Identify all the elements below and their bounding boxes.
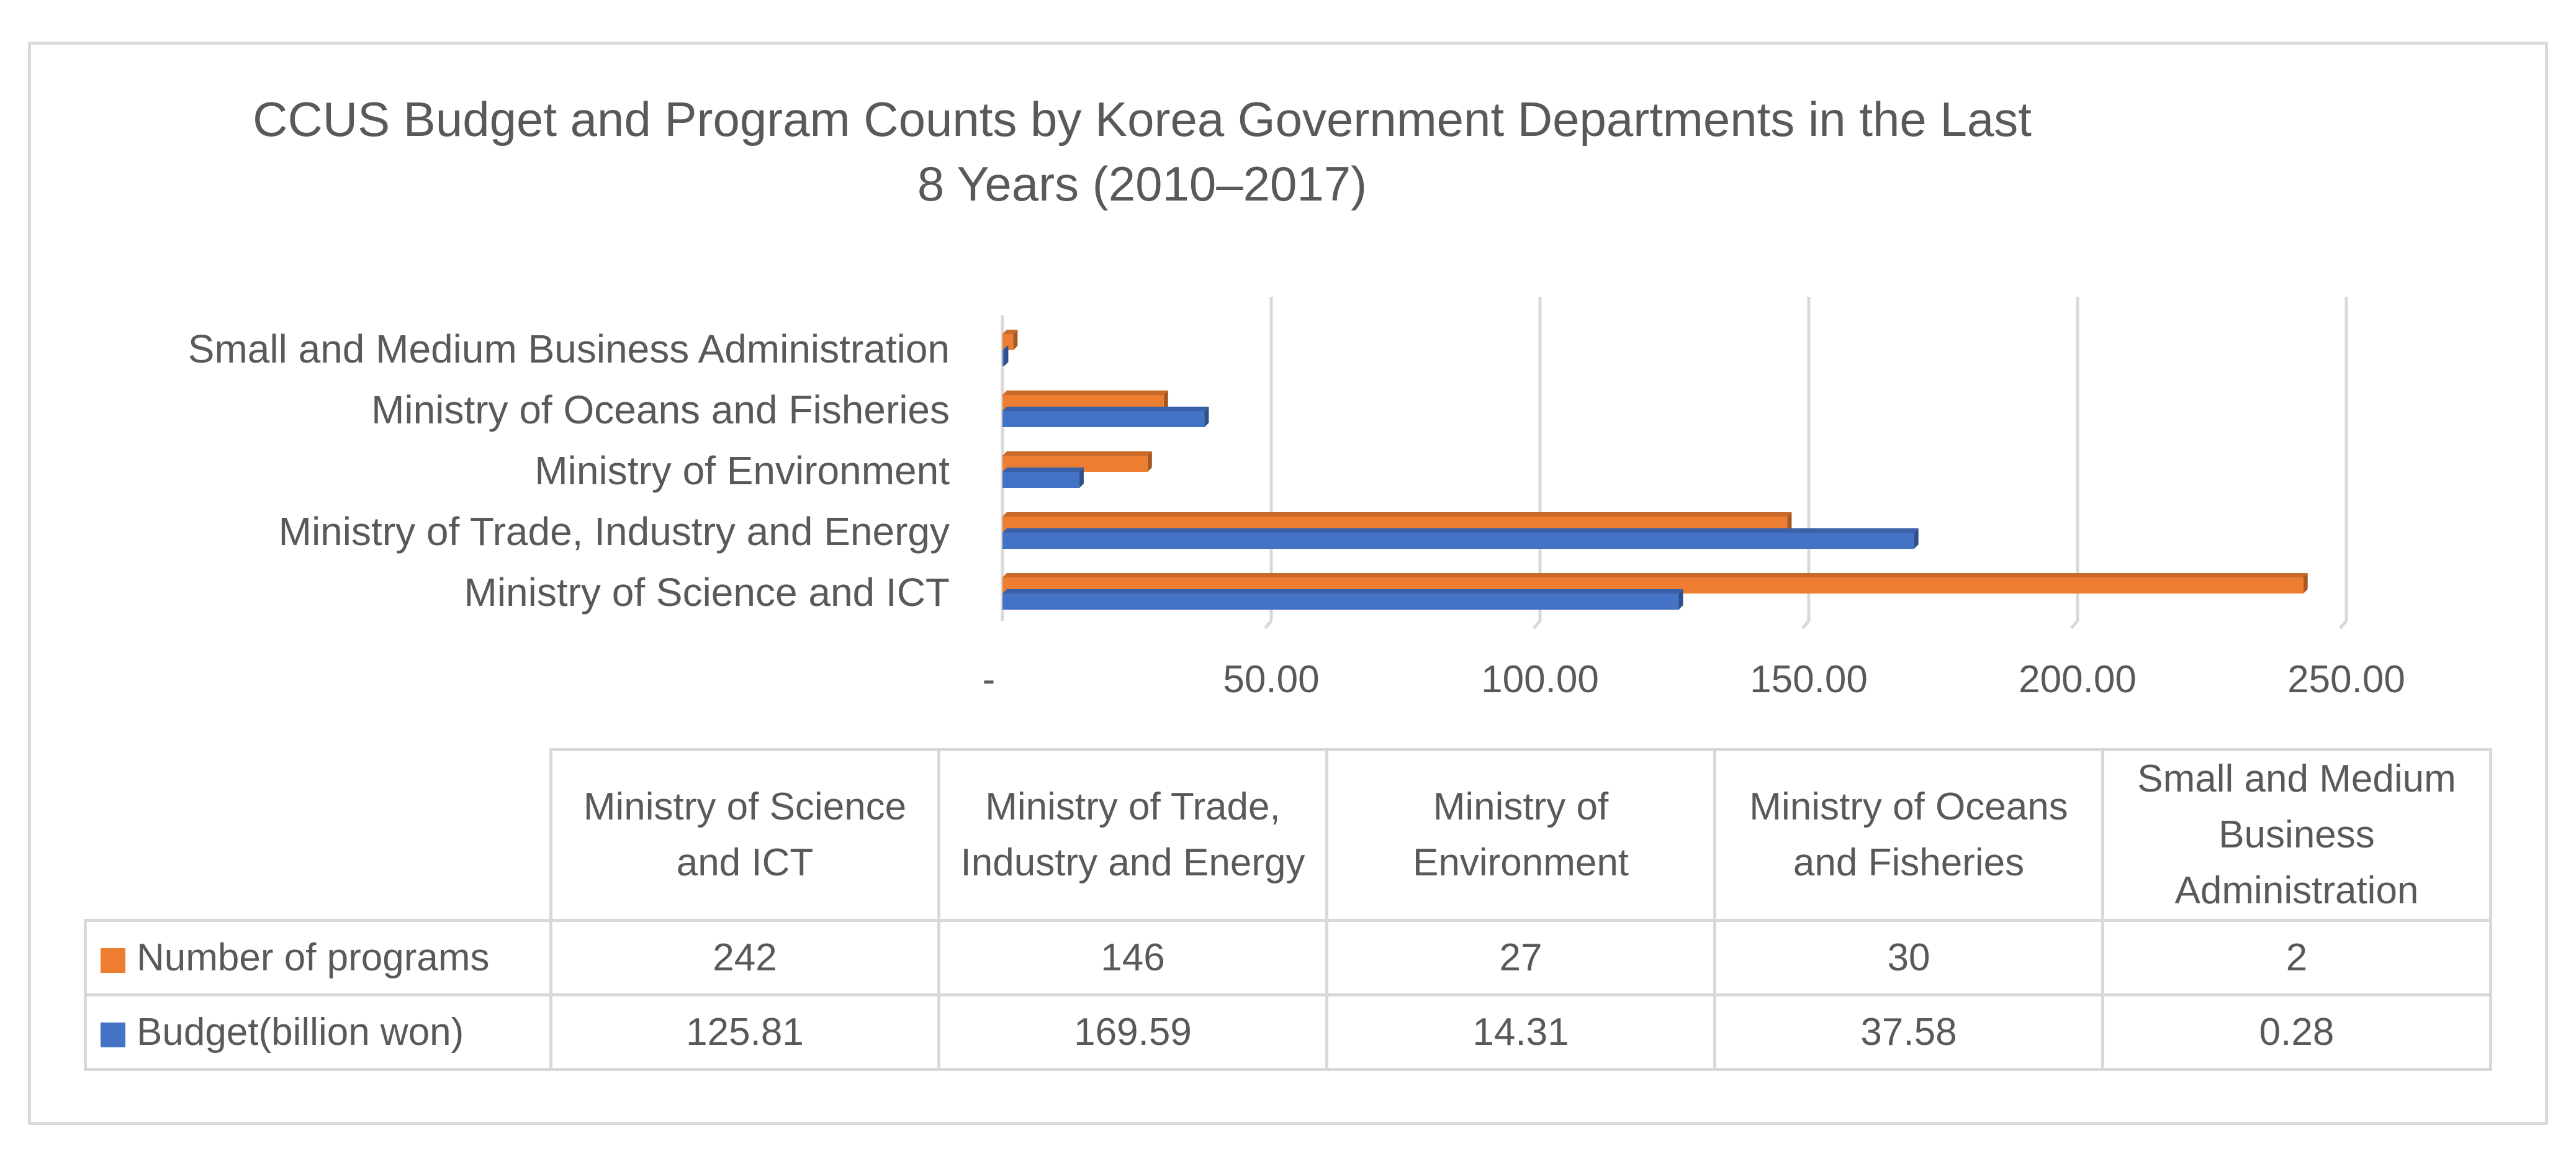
bar (1002, 411, 1205, 427)
category-label: Ministry of Oceans and Fisheries (371, 387, 950, 432)
bar-top (1002, 589, 1683, 594)
table-cell: 0.28 (2101, 993, 2492, 1071)
bar-top (1002, 512, 1792, 517)
bar-top (1002, 573, 2308, 577)
table-cell: 2 (2101, 919, 2492, 996)
chart-title: CCUS Budget and Program Counts by Korea … (253, 92, 2032, 211)
table-cell: 146 (937, 919, 1328, 996)
bar-side (1013, 330, 1018, 350)
bar-top (1002, 467, 1084, 472)
legend-entry-programs: Number of programs (84, 919, 552, 996)
bar-plot: - 50.00 100.00 150.00 200.00 250.00 Ministry o… (188, 297, 2405, 701)
bar-side (2303, 573, 2308, 594)
bar-side (1787, 512, 1792, 533)
table-cell: 27 (1325, 919, 1716, 996)
bar-top (1002, 330, 1018, 334)
bar-side (1147, 451, 1152, 472)
table-cell: 30 (1713, 919, 2104, 996)
bar (1002, 533, 1914, 549)
x-tick-label: - (983, 658, 996, 701)
table-row-programs: Number of programs 242 146 27 30 2 (84, 919, 2492, 996)
table-corner (85, 749, 552, 922)
table-header-cell: Ministry of Trade, Industry and Energy (937, 748, 1328, 922)
table-cell: 242 (549, 919, 940, 996)
legend-swatch-budget (101, 1022, 125, 1047)
bar-top (1002, 407, 1209, 411)
table-cell: 169.59 (937, 993, 1328, 1071)
category-label: Ministry of Science and ICT (464, 570, 950, 615)
bar-side (1678, 589, 1683, 610)
bar-side (1004, 346, 1009, 366)
gridline-foot (1533, 620, 1541, 630)
gridline-foot (1801, 620, 1810, 630)
gridline-foot (2070, 620, 2079, 630)
x-tick-label: 50.00 (1223, 658, 1319, 701)
x-tick-label: 100.00 (1481, 658, 1599, 701)
bar (1002, 594, 1679, 610)
table-cell: 14.31 (1325, 993, 1716, 1071)
category-label: Ministry of Trade, Industry and Energy (279, 509, 950, 554)
table-cell: 125.81 (549, 993, 940, 1071)
x-tick-label: 150.00 (1750, 658, 1868, 701)
category-label: Ministry of Environment (534, 448, 950, 493)
bar (1002, 334, 1014, 350)
legend-swatch-programs (101, 947, 125, 973)
bar-side (1914, 528, 1919, 549)
bar-side (1204, 407, 1209, 427)
bar-side (1079, 467, 1084, 488)
gridline-foot (2339, 620, 2348, 630)
table-row-budget: Budget(billion won) 125.81 169.59 14.31 … (84, 993, 2492, 1071)
x-tick-label: 200.00 (2019, 658, 2137, 701)
table-cell: 37.58 (1713, 993, 2104, 1071)
bar-top (1002, 528, 1919, 533)
legend-label: Number of programs (137, 936, 490, 979)
bar-top (1002, 391, 1168, 395)
table-header-cell: Small and Medium Business Administration (2101, 748, 2492, 922)
legend-label: Budget(billion won) (137, 1010, 464, 1054)
table-header-cell: Ministry of Environment (1325, 748, 1716, 922)
gridline-foot (1264, 620, 1272, 630)
data-table: Ministry of Science and ICT Ministry of … (84, 748, 2492, 1071)
bar-top (1002, 451, 1152, 456)
table-header-cell: Ministry of Science and ICT (549, 748, 940, 922)
bar (1002, 472, 1079, 488)
table-header-cell: Ministry of Oceans and Fisheries (1713, 748, 2104, 922)
bar-top (1002, 346, 1009, 350)
bar (1002, 350, 1004, 366)
bar-side (1163, 391, 1168, 411)
table-header-row: Ministry of Science and ICT Ministry of … (85, 748, 2492, 922)
legend-entry-budget: Budget(billion won) (84, 993, 552, 1071)
category-label: Small and Medium Business Administration (188, 327, 950, 371)
x-tick-label: 250.00 (2287, 658, 2405, 701)
